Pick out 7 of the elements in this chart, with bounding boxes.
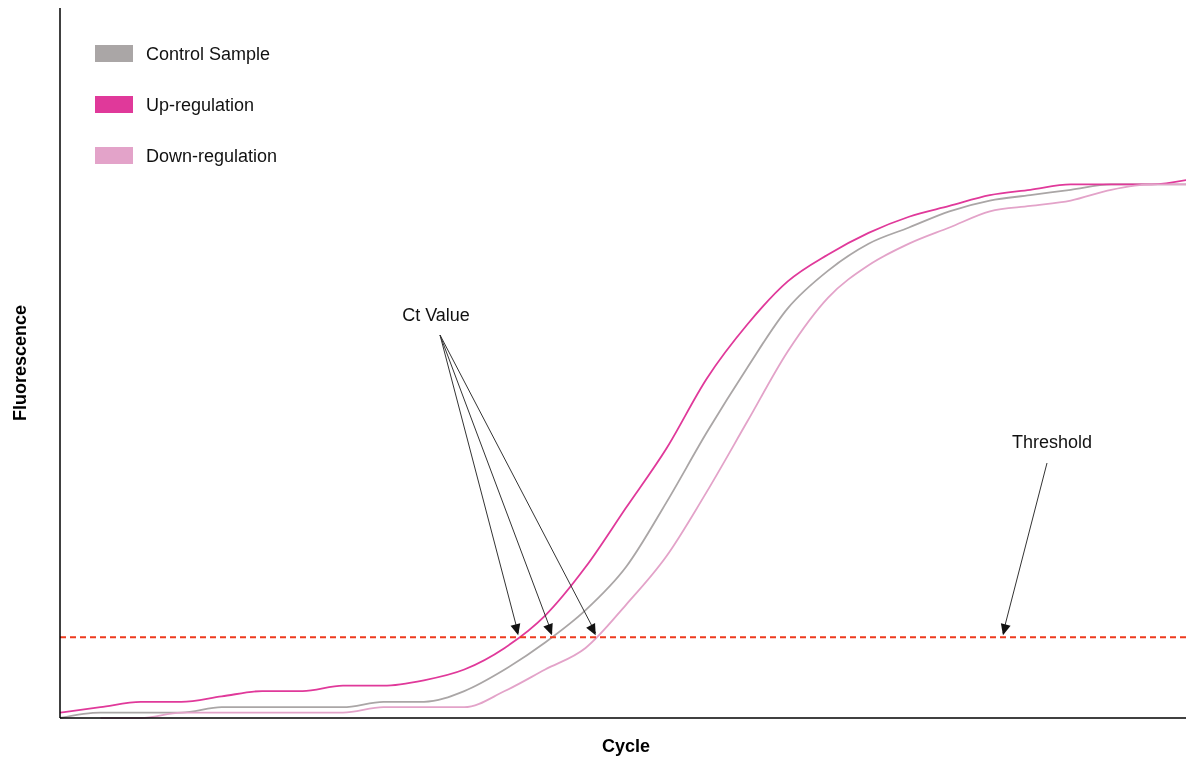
legend-label: Control Sample: [146, 44, 271, 64]
x-axis-title: Cycle: [601, 736, 651, 756]
legend-label: Down-regulation: [146, 146, 278, 166]
ref-line-label: Threshold: [1011, 432, 1093, 452]
annotation: Ct Value: [402, 305, 470, 325]
legend-label: Up-regulation: [146, 95, 255, 115]
y-axis-title: Fluorescence: [10, 304, 30, 422]
